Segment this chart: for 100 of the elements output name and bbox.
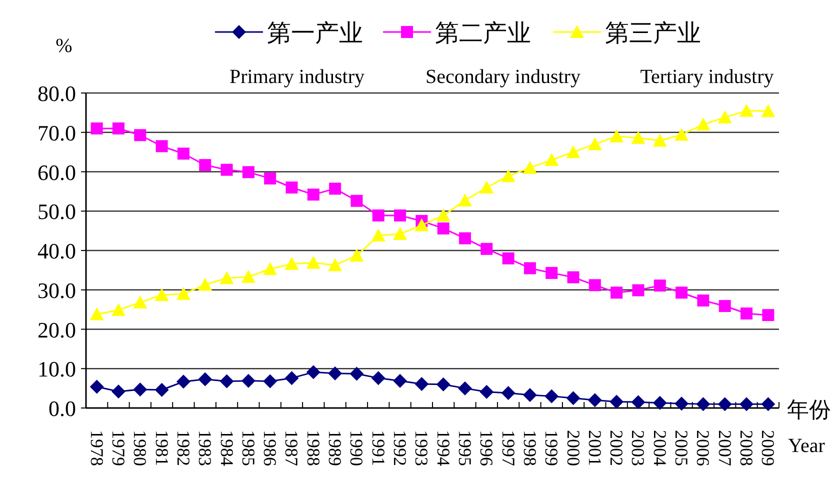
legend-label: 第一产业 — [267, 20, 363, 47]
point — [654, 280, 666, 292]
point — [176, 286, 190, 300]
point — [696, 118, 710, 130]
x-tick-label: 1988 — [303, 430, 324, 466]
point — [284, 256, 299, 270]
point — [762, 309, 774, 322]
point — [567, 271, 580, 284]
y-tick-label: 30.0 — [38, 278, 76, 303]
point — [501, 386, 516, 400]
point — [264, 172, 276, 184]
point — [350, 366, 364, 381]
point — [134, 129, 146, 142]
x-tick-label: 1993 — [412, 430, 432, 466]
point — [458, 381, 472, 396]
point — [371, 228, 386, 242]
point — [177, 148, 190, 160]
x-tick-label: 2008 — [736, 430, 757, 466]
x-tick-label: 1994 — [433, 430, 454, 466]
point — [740, 308, 753, 320]
point — [199, 159, 212, 172]
point — [674, 396, 689, 411]
point — [220, 164, 233, 176]
point — [631, 395, 646, 410]
text: Year — [788, 435, 826, 457]
point — [372, 209, 384, 222]
point — [198, 372, 212, 386]
point — [436, 377, 450, 392]
point — [414, 376, 429, 391]
point — [263, 262, 278, 276]
x-tick-label: 1983 — [195, 430, 216, 466]
point — [306, 256, 320, 269]
point — [696, 397, 710, 412]
x-tick-label: 1996 — [476, 430, 497, 466]
point — [761, 397, 776, 412]
y-tick-label: 80.0 — [38, 81, 76, 106]
point — [676, 286, 688, 299]
x-tick-label: 2001 — [584, 430, 605, 466]
point — [156, 140, 168, 152]
point — [588, 393, 602, 408]
point — [241, 270, 256, 283]
x-tick-label: 1978 — [86, 430, 107, 466]
point — [652, 134, 667, 147]
point — [176, 374, 190, 389]
y-tick-label: 70.0 — [38, 120, 76, 146]
y-tick-label: 50.0 — [38, 199, 76, 224]
point — [414, 218, 429, 232]
point — [220, 374, 234, 388]
point — [394, 209, 406, 222]
x-tick-label: 1985 — [238, 430, 258, 466]
x-tick-label: 2009 — [758, 430, 778, 466]
point — [220, 271, 234, 284]
point — [544, 389, 559, 404]
point — [588, 137, 602, 150]
point — [329, 182, 342, 195]
point — [241, 374, 256, 388]
point — [458, 232, 471, 244]
y-tick-label: 60.0 — [38, 160, 76, 185]
x-tick-label: 1987 — [282, 430, 302, 466]
point — [610, 286, 623, 299]
point — [328, 366, 342, 380]
point — [111, 302, 126, 316]
x-tick-label: 1979 — [108, 430, 128, 466]
x-tick-label: 2007 — [714, 430, 735, 466]
point — [133, 382, 148, 396]
x-tick-label: 1999 — [542, 430, 562, 466]
point — [242, 166, 254, 178]
text: Secondary industry — [426, 66, 580, 88]
x-tick-label: 1990 — [346, 430, 367, 466]
x-tick-label: 1980 — [130, 430, 150, 466]
point — [371, 371, 386, 386]
x-tick-label: 2005 — [672, 430, 692, 466]
point — [740, 397, 754, 412]
point — [761, 104, 776, 118]
point — [566, 391, 580, 406]
point — [111, 384, 126, 398]
point — [90, 122, 103, 134]
point — [546, 266, 558, 279]
point — [307, 188, 320, 201]
point — [90, 307, 104, 320]
point — [501, 169, 516, 182]
x-tick-label: 1997 — [498, 430, 518, 466]
point — [154, 288, 169, 301]
point — [718, 110, 732, 124]
point — [393, 226, 408, 240]
point — [133, 295, 148, 308]
legend-label: 第三产业 — [605, 20, 701, 47]
x-tick-label: 2003 — [628, 430, 648, 466]
point — [286, 182, 298, 194]
point — [544, 152, 559, 166]
x-tick-label: 1992 — [390, 430, 410, 466]
point — [502, 252, 514, 264]
y-tick-label: 0.0 — [48, 396, 76, 421]
point — [740, 104, 754, 117]
point — [350, 194, 363, 207]
point — [263, 374, 278, 388]
point — [480, 242, 493, 255]
x-tick-label: 2002 — [606, 430, 627, 466]
point — [718, 397, 732, 412]
y-tick-label: 20.0 — [38, 317, 76, 342]
